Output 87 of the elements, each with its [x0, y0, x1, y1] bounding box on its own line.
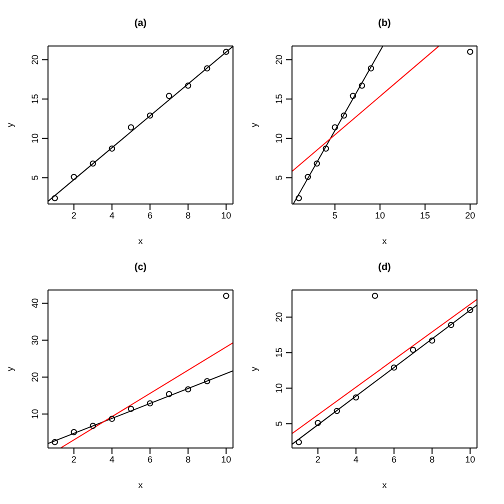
- x-tick-label: 4: [109, 210, 114, 220]
- point: [368, 65, 374, 72]
- x-tick-label: 2: [71, 454, 76, 464]
- point: [372, 292, 378, 299]
- point: [340, 112, 348, 119]
- point: [108, 146, 116, 152]
- point: [467, 48, 474, 55]
- point: [334, 408, 340, 414]
- x-tick-label: 2: [315, 454, 320, 464]
- x-tick-label: 6: [148, 210, 153, 220]
- x-tick-label: 4: [353, 454, 358, 464]
- point: [108, 416, 116, 422]
- point: [52, 195, 58, 202]
- y-tick-label: 5: [274, 175, 284, 180]
- x-tick-label: 10: [374, 210, 385, 220]
- point: [350, 92, 356, 99]
- x-axis-title: x: [138, 236, 144, 246]
- chart-title: (a): [133, 18, 148, 29]
- point: [223, 292, 230, 300]
- x-tick-label: 8: [430, 454, 435, 464]
- x-tick-label: 5: [332, 210, 338, 220]
- point: [128, 406, 134, 412]
- y-tick-label: 5: [274, 421, 284, 426]
- point: [322, 146, 329, 152]
- point: [204, 65, 210, 72]
- point: [70, 429, 77, 436]
- point: [223, 48, 230, 55]
- x-tick-label: 20: [465, 210, 476, 220]
- y-tick-label: 15: [274, 94, 284, 104]
- x-tick-label: 10: [221, 454, 232, 464]
- point: [467, 306, 474, 314]
- x-tick-label: 2: [71, 210, 76, 220]
- point: [410, 346, 416, 353]
- y-tick-label: 15: [274, 348, 284, 358]
- point: [358, 82, 366, 89]
- point: [428, 337, 436, 344]
- point: [296, 439, 302, 446]
- point: [304, 174, 311, 180]
- x-tick-label: 15: [420, 210, 430, 220]
- y-tick-label: 15: [30, 94, 40, 104]
- point: [146, 400, 154, 406]
- x-tick-label: 6: [148, 454, 153, 464]
- y-tick-label: 30: [30, 335, 40, 346]
- point: [146, 112, 154, 119]
- point: [166, 92, 172, 99]
- chart-title: (c): [133, 262, 148, 273]
- y-tick-label: 20: [30, 54, 40, 65]
- point: [90, 160, 96, 167]
- y-tick-label: 20: [274, 54, 284, 65]
- y-axis-title: y: [5, 366, 16, 372]
- point: [184, 386, 192, 392]
- x-axis-title: x: [138, 480, 144, 490]
- x-axis-title: x: [382, 480, 388, 490]
- point: [352, 394, 360, 401]
- y-tick-label: 10: [274, 383, 284, 394]
- point: [332, 124, 338, 130]
- y-axis-title: y: [249, 122, 260, 128]
- point: [70, 174, 77, 180]
- point: [390, 364, 398, 371]
- y-tick-label: 10: [30, 409, 40, 420]
- x-tick-label: 6: [392, 454, 397, 464]
- y-tick-label: 5: [30, 175, 40, 180]
- point: [90, 422, 96, 429]
- x-tick-label: 10: [221, 210, 232, 220]
- point: [314, 420, 321, 426]
- y-tick-label: 10: [30, 133, 40, 144]
- point: [314, 160, 320, 167]
- y-axis-title: y: [249, 366, 260, 372]
- point: [52, 438, 58, 446]
- point: [296, 195, 302, 202]
- y-tick-label: 20: [30, 372, 40, 382]
- y-axis-title: y: [5, 122, 16, 128]
- y-tick-label: 40: [30, 298, 40, 308]
- point: [166, 391, 172, 398]
- point: [128, 124, 134, 130]
- point: [448, 322, 454, 328]
- y-tick-label: 10: [274, 133, 284, 144]
- x-tick-label: 4: [109, 454, 114, 464]
- point: [204, 378, 210, 384]
- point: [184, 82, 192, 89]
- chart-title: (d): [377, 262, 392, 273]
- chart-title: (b): [377, 18, 392, 29]
- x-axis-title: x: [382, 236, 388, 246]
- x-tick-label: 8: [186, 454, 191, 464]
- y-tick-label: 20: [274, 312, 284, 322]
- x-tick-label: 10: [465, 454, 476, 464]
- x-tick-label: 8: [186, 210, 191, 220]
